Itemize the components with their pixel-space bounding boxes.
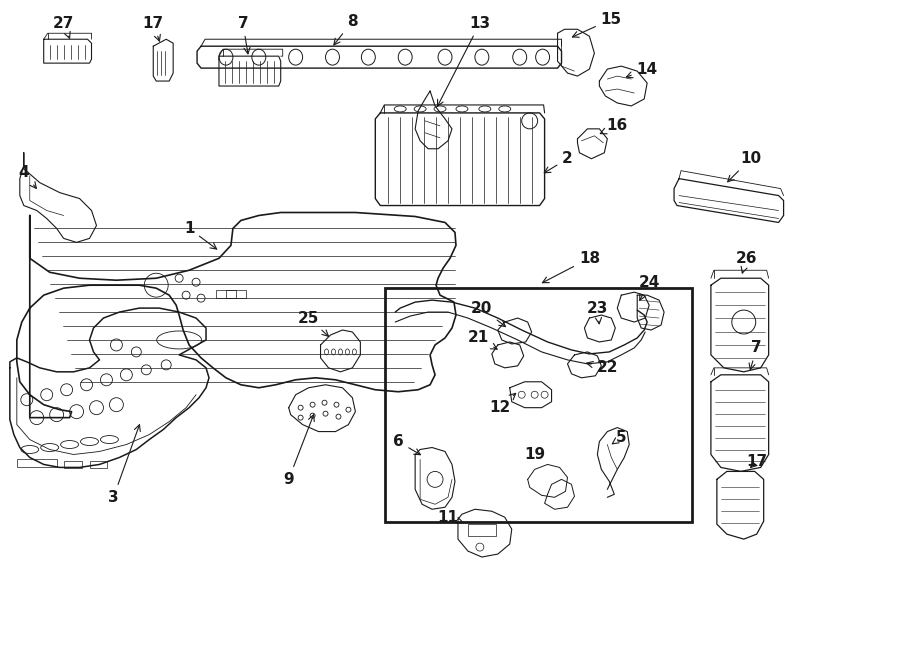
Text: 8: 8 [334, 14, 357, 45]
Text: 7: 7 [749, 340, 762, 369]
Text: 17: 17 [746, 454, 768, 469]
Text: 4: 4 [19, 165, 36, 189]
Text: 9: 9 [284, 414, 314, 487]
Bar [468, 524, 496, 536]
Text: 15: 15 [572, 12, 622, 37]
Text: 27: 27 [53, 16, 75, 38]
Text: 21: 21 [467, 330, 497, 349]
Text: 13: 13 [437, 16, 490, 106]
Text: 19: 19 [524, 447, 545, 462]
Bar [226, 290, 246, 298]
Text: 17: 17 [143, 16, 164, 41]
Bar [216, 290, 236, 298]
Text: 11: 11 [437, 510, 464, 525]
Text: 2: 2 [544, 151, 573, 173]
Text: 14: 14 [626, 62, 658, 77]
Text: 7: 7 [238, 16, 250, 54]
Bar [64, 461, 82, 469]
Text: 12: 12 [490, 393, 516, 415]
Text: 16: 16 [600, 118, 628, 134]
Text: 6: 6 [392, 434, 420, 455]
Text: 23: 23 [587, 301, 608, 324]
Text: 22: 22 [587, 360, 618, 375]
Text: 1: 1 [184, 221, 217, 249]
Text: 20: 20 [472, 301, 506, 326]
Text: 3: 3 [108, 425, 140, 505]
Text: 18: 18 [543, 251, 600, 283]
Text: 25: 25 [298, 310, 328, 336]
Bar [385, 288, 692, 522]
Text: 24: 24 [638, 275, 660, 301]
Text: 26: 26 [736, 251, 758, 273]
Text: 10: 10 [728, 151, 761, 182]
Text: 5: 5 [612, 430, 626, 445]
Bar [17, 459, 57, 467]
Bar [89, 461, 107, 469]
